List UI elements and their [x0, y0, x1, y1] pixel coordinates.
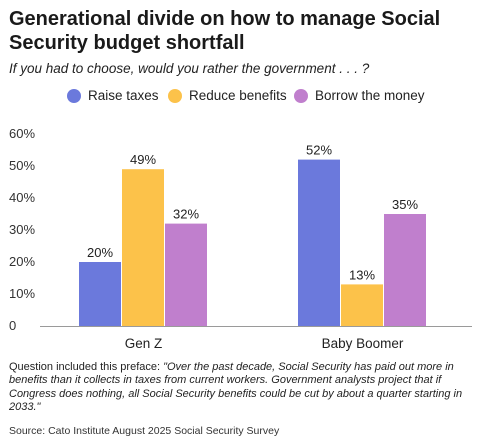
- source-note: Source: Cato Institute August 2025 Socia…: [9, 425, 280, 437]
- legend-label-borrow-money: Borrow the money: [315, 88, 425, 103]
- bar: [341, 284, 383, 326]
- bar-value-label: 20%: [87, 245, 113, 260]
- bar: [79, 262, 121, 326]
- y-tick-label: 30%: [9, 222, 35, 237]
- question-note: Question included this preface: "Over th…: [9, 361, 471, 414]
- bar-value-label: 35%: [392, 197, 418, 212]
- bar: [384, 214, 426, 326]
- bar-value-label: 13%: [349, 267, 375, 282]
- chart-title: Generational divide on how to manage Soc…: [9, 8, 441, 54]
- legend-label-raise-taxes: Raise taxes: [88, 88, 159, 103]
- y-tick-label: 60%: [9, 126, 35, 141]
- bar: [298, 159, 340, 326]
- bar-value-label: 32%: [173, 207, 199, 222]
- note-quote: "Over the past decade, Social Security h…: [9, 361, 463, 413]
- y-tick-label: 20%: [9, 254, 35, 269]
- x-category-label: Gen Z: [125, 336, 163, 351]
- legend-item-reduce-benefits: Reduce benefits: [168, 88, 287, 103]
- bar-value-label: 52%: [306, 143, 332, 158]
- legend-item-borrow-money: Borrow the money: [294, 88, 425, 103]
- bar-value-label: 49%: [130, 152, 156, 167]
- legend-label-reduce-benefits: Reduce benefits: [189, 88, 287, 103]
- note-prefix: Question included this preface:: [9, 361, 164, 373]
- legend: Raise taxes Reduce benefits Borrow the m…: [0, 88, 480, 110]
- bar: [122, 169, 164, 326]
- chart-subtitle: If you had to choose, would you rather t…: [9, 61, 370, 76]
- y-tick-label: 10%: [9, 286, 35, 301]
- y-tick-label: 0: [9, 318, 16, 333]
- bar: [165, 223, 207, 326]
- bar-chart: 0 10% 20% 30% 40% 50% 60% 20% 52% 49% 13% 32% 35% Gen…: [9, 126, 472, 351]
- legend-item-raise-taxes: Raise taxes: [67, 88, 159, 103]
- x-category-label: Baby Boomer: [322, 336, 404, 351]
- legend-swatch-raise-taxes: [67, 88, 81, 103]
- legend-swatch-reduce-benefits: [168, 88, 182, 103]
- y-tick-label: 40%: [9, 190, 35, 205]
- y-tick-label: 50%: [9, 158, 35, 173]
- legend-swatch-borrow-money: [294, 88, 308, 103]
